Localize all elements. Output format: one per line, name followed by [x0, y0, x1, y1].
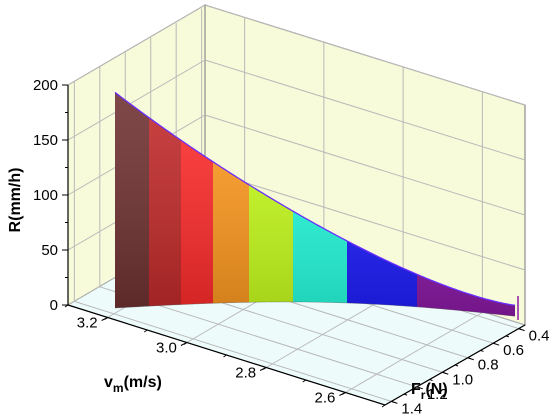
z-tick-label: 100	[33, 187, 58, 204]
v-tick-label: 2.6	[315, 390, 336, 407]
z-tick-label: 50	[41, 242, 58, 259]
surface-bottom-edge	[114, 301, 516, 317]
axes: 0 50 100 150 200 3.2 3.0 2.8 2.6 0.4 0.60.8 1.01.2 1…	[33, 77, 550, 415]
v-tick-label: 3.2	[77, 315, 98, 332]
v-axis-title-sub: m	[113, 381, 124, 395]
z-tick-label: 0	[50, 297, 58, 314]
z-grid-right	[204, 4, 526, 106]
z-grid-right	[204, 169, 526, 271]
f-tick-label: 0.8	[478, 357, 499, 374]
f-tick-label: 1.2	[427, 386, 448, 403]
v-axis-title: vm(m/s)	[104, 374, 162, 395]
v-axis-title-main: v	[104, 374, 113, 391]
z-grid-right	[204, 59, 526, 161]
z-tick-label: 150	[33, 132, 58, 149]
f-tick-label: 1.0	[452, 371, 473, 388]
f-axis-line	[384, 324, 526, 406]
v-axis-title-rest: (m/s)	[124, 374, 162, 391]
v-tick-label: 3.0	[156, 340, 177, 357]
z-axis-title: R(mm/h)	[7, 168, 24, 233]
f-axis-title-main: F	[411, 381, 421, 398]
f-axis-title-rest: (N)	[425, 381, 447, 398]
f-tick-label: 0.4	[529, 328, 550, 345]
v-tick-label: 2.8	[235, 365, 256, 382]
f-grid-floor	[74, 300, 392, 402]
f-axis-title-sub: r	[421, 388, 426, 402]
z-grid-left	[67, 4, 206, 86]
z-grid-right	[204, 114, 526, 216]
v-grid-floor	[345, 312, 483, 393]
v-minor-tick	[64, 304, 69, 308]
surface-shade	[115, 92, 515, 317]
f-axis-title: Fr(N)	[411, 381, 448, 402]
f-tick-label: 1.4	[401, 400, 422, 415]
z-tick-label: 200	[33, 77, 58, 94]
f-tick-label: 0.6	[503, 342, 524, 359]
surface	[114, 91, 519, 320]
z-grid-left	[67, 59, 206, 141]
v-axis-line	[67, 304, 386, 406]
surface-top-edge	[114, 91, 516, 306]
